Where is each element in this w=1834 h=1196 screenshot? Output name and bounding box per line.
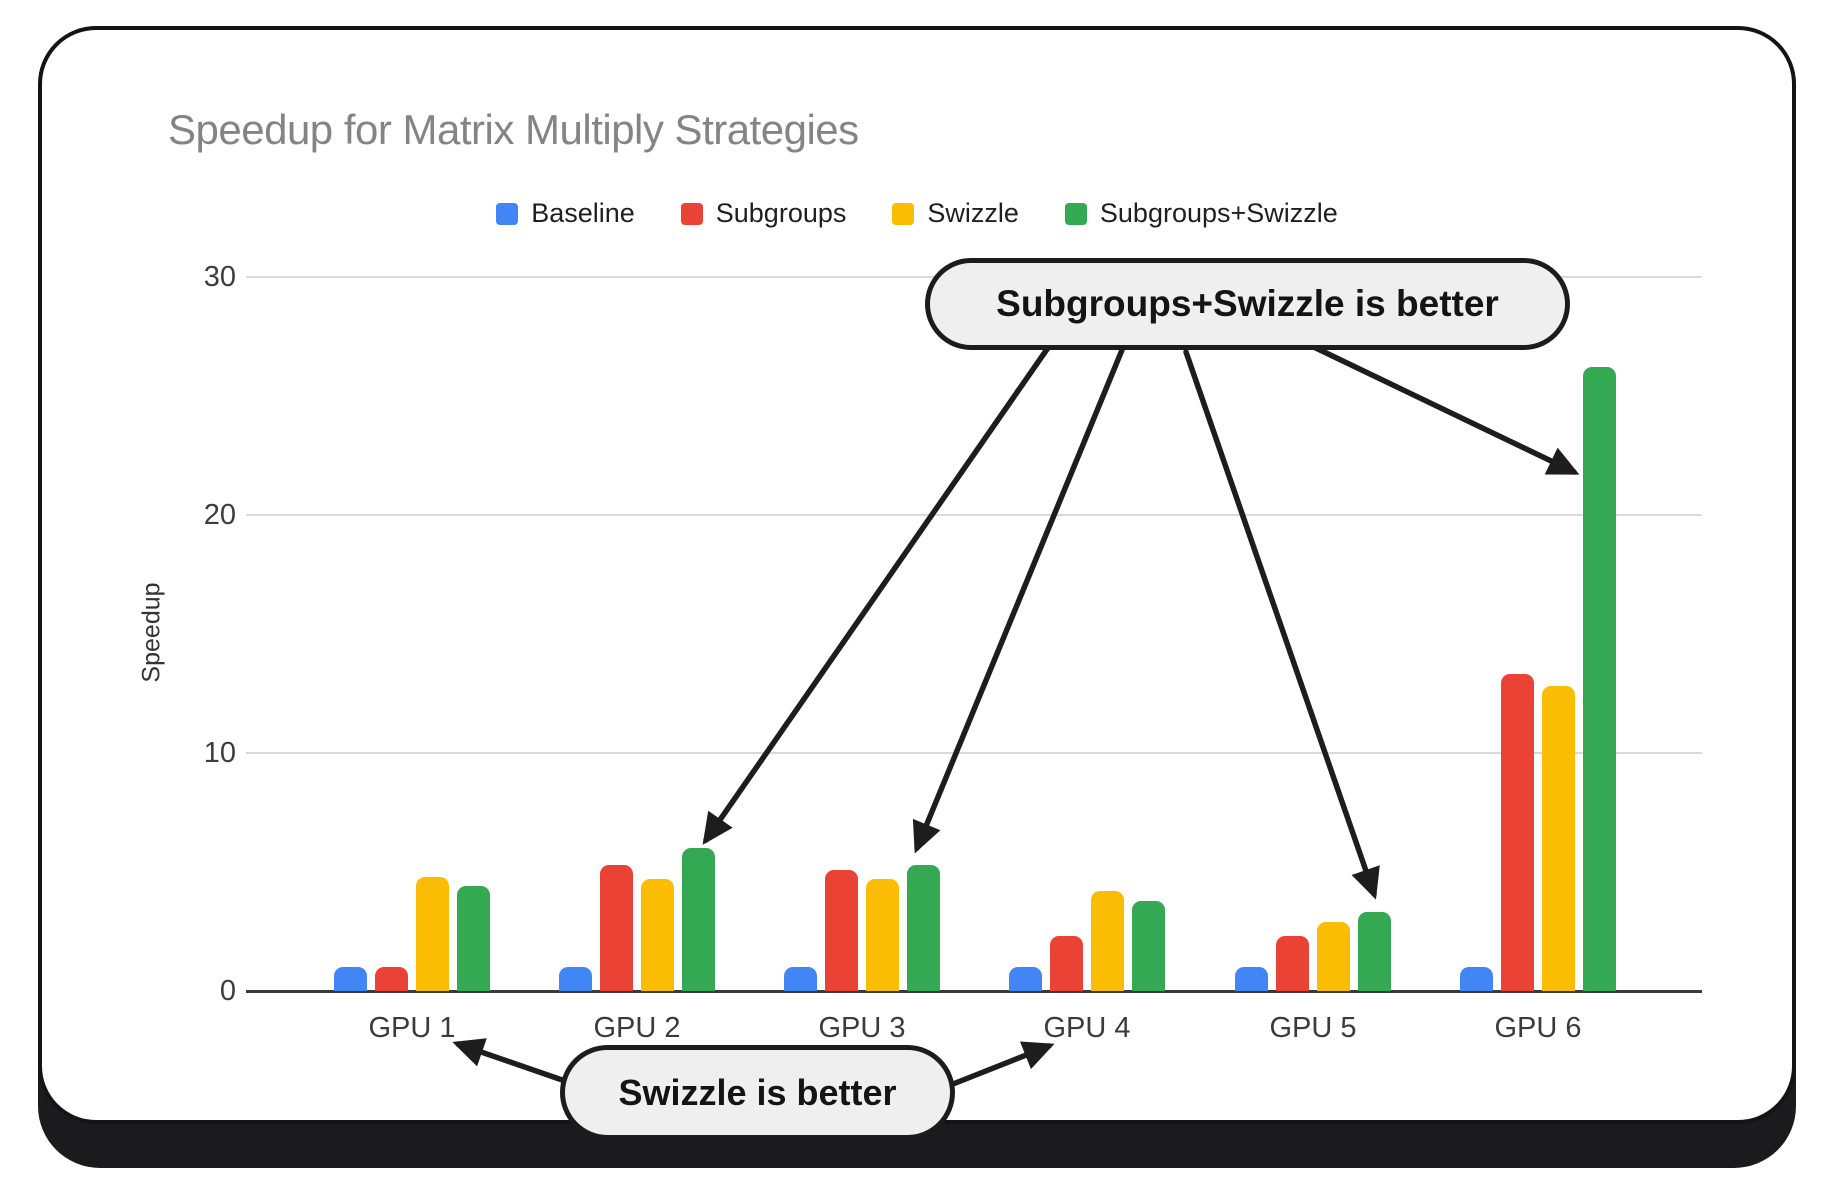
bar-gpu-1-subgroups-swizzle	[457, 886, 490, 991]
bar-gpu-6-swizzle	[1542, 686, 1575, 991]
bar-gpu-1-swizzle	[416, 876, 449, 991]
x-label-gpu-3: GPU 3	[818, 1012, 906, 1044]
bar-gpu-5-baseline	[1235, 967, 1268, 991]
bar-gpu-4-baseline	[1009, 967, 1042, 991]
bar-gpu-4-swizzle	[1091, 891, 1124, 991]
bar-gpu-6-subgroups-swizzle	[1583, 367, 1616, 991]
bar-gpu-3-swizzle	[866, 879, 899, 991]
y-tick-20: 20	[203, 499, 236, 531]
legend-label-baseline: Baseline	[531, 198, 635, 228]
legend-item-subgroups-swizzle: Subgroups+Swizzle	[1064, 198, 1338, 229]
x-label-gpu-5: GPU 5	[1269, 1012, 1357, 1044]
bar-gpu-4-subgroups	[1050, 936, 1083, 991]
bar-gpu-3-baseline	[784, 967, 817, 991]
legend-item-baseline: Baseline	[496, 198, 635, 229]
x-axis-line	[246, 990, 1702, 993]
legend-item-swizzle: Swizzle	[892, 198, 1019, 229]
legend: Baseline Subgroups Swizzle Subgroups+Swizzl…	[0, 198, 1834, 229]
bar-gpu-6-baseline	[1460, 967, 1493, 991]
y-tick-0: 0	[219, 975, 236, 1007]
bar-gpu-5-swizzle	[1317, 921, 1350, 991]
legend-label-subgroups-swizzle: Subgroups+Swizzle	[1099, 198, 1338, 228]
legend-label-swizzle: Swizzle	[927, 198, 1019, 228]
bar-gpu-6-subgroups	[1501, 674, 1534, 991]
bar-gpu-1-baseline	[334, 967, 367, 991]
bar-gpu-5-subgroups-swizzle	[1358, 912, 1391, 991]
bar-gpu-2-subgroups	[600, 864, 633, 991]
y-axis-title: Speedup	[137, 582, 166, 683]
gridline-20	[246, 514, 1702, 516]
legend-item-subgroups: Subgroups	[680, 198, 847, 229]
gridline-10	[246, 752, 1702, 754]
legend-label-subgroups: Subgroups	[715, 198, 847, 228]
callout-subgroups-swizzle: Subgroups+Swizzle is better	[925, 258, 1570, 350]
baseline-swatch-icon	[496, 202, 519, 225]
bar-gpu-3-subgroups-swizzle	[907, 864, 940, 991]
x-label-gpu-1: GPU 1	[368, 1012, 456, 1044]
bar-gpu-4-subgroups-swizzle	[1132, 900, 1165, 991]
x-label-gpu-2: GPU 2	[593, 1012, 681, 1044]
callout-swizzle: Swizzle is better	[560, 1045, 955, 1140]
bar-gpu-3-subgroups	[825, 869, 858, 991]
x-label-gpu-6: GPU 6	[1494, 1012, 1582, 1044]
bar-gpu-2-swizzle	[641, 879, 674, 991]
bar-gpu-2-baseline	[559, 967, 592, 991]
x-label-gpu-4: GPU 4	[1043, 1012, 1131, 1044]
bar-gpu-2-subgroups-swizzle	[682, 848, 715, 991]
y-tick-30: 30	[203, 261, 236, 293]
swizzle-swatch-icon	[892, 202, 915, 225]
subgroups-swizzle-swatch-icon	[1064, 202, 1087, 225]
bar-gpu-5-subgroups	[1276, 936, 1309, 991]
subgroups-swatch-icon	[680, 202, 703, 225]
y-tick-10: 10	[203, 737, 236, 769]
bar-gpu-1-subgroups	[375, 967, 408, 991]
chart-title: Speedup for Matrix Multiply Strategies	[168, 106, 859, 153]
